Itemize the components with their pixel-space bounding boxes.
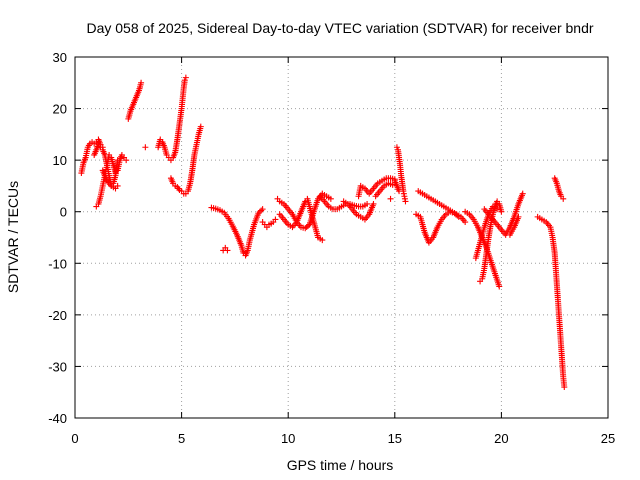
data-point <box>181 77 188 84</box>
data-point <box>496 283 503 290</box>
data-point <box>255 210 262 217</box>
x-tick-label: 25 <box>601 431 615 446</box>
data-point <box>462 219 469 226</box>
data-point <box>327 195 334 202</box>
data-point <box>561 384 568 391</box>
data-point <box>259 206 266 213</box>
data-point <box>519 190 526 197</box>
data-point <box>224 247 231 254</box>
data-point <box>182 74 189 81</box>
data-point <box>560 195 567 202</box>
data-point <box>142 144 149 151</box>
x-tick-label: 5 <box>178 431 185 446</box>
plot-frame <box>74 56 609 419</box>
x-tick-label: 15 <box>388 431 402 446</box>
data-point <box>370 200 377 207</box>
y-ticks: -40 -30 -20 -10 0 10 20 30 <box>48 50 608 426</box>
chart-title: Day 058 of 2025, Sidereal Day-to-day VTE… <box>86 20 593 36</box>
x-tick-label: 0 <box>71 431 78 446</box>
x-axis-label: GPS time / hours <box>287 457 394 473</box>
y-tick-label: 0 <box>60 205 67 220</box>
y-axis-label: SDTVAR / TECUs <box>5 181 21 293</box>
data-point <box>305 222 312 229</box>
data-point <box>498 208 505 215</box>
y-tick-label: 30 <box>53 50 67 65</box>
data-point <box>272 216 279 223</box>
y-tick-label: -30 <box>48 359 67 374</box>
data-point <box>396 188 403 195</box>
data-point <box>123 157 130 164</box>
data-point <box>258 207 265 214</box>
y-tick-label: 10 <box>53 153 67 168</box>
data-point <box>494 206 501 213</box>
y-tick-label: -10 <box>48 256 67 271</box>
x-tick-label: 10 <box>281 431 295 446</box>
data-point <box>515 213 522 220</box>
x-ticks: 0 5 10 15 20 25 <box>71 57 615 446</box>
data-point <box>114 182 121 189</box>
data-point <box>256 208 263 215</box>
x-tick-label: 20 <box>494 431 508 446</box>
grid <box>75 57 608 418</box>
data-point <box>393 144 400 151</box>
y-tick-label: 20 <box>53 102 67 117</box>
data-point <box>364 200 371 207</box>
data-point <box>319 237 326 244</box>
data-point <box>138 79 145 86</box>
y-tick-label: -20 <box>48 308 67 323</box>
y-tick-label: -40 <box>48 411 67 426</box>
data-points <box>78 74 568 391</box>
data-point <box>402 198 409 205</box>
data-point <box>197 123 204 130</box>
data-point <box>387 195 394 202</box>
